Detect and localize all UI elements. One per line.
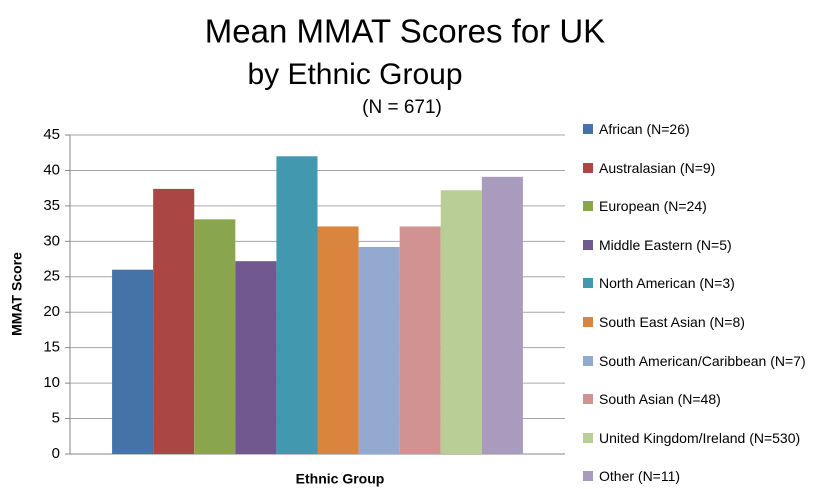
legend-swatch [583,162,593,173]
y-tick-label: 15 [43,339,60,356]
y-tick-label: 30 [43,232,60,249]
legend-label: United Kingdom/Ireland (N=530) [599,429,801,446]
chart-subtitle: (N = 671) [362,97,442,118]
y-tick-label: 20 [43,303,60,320]
legend-swatch [583,355,593,366]
legend-label: Australasian (N=9) [599,159,716,176]
bar [194,219,236,454]
bar [235,261,277,454]
legend-swatch [583,239,593,250]
bar [358,247,400,454]
y-tick-label: 35 [43,197,60,214]
bar [399,226,441,454]
legend-swatch [583,278,593,289]
legend-swatch [583,317,593,327]
chart-title: by Ethnic Group [247,58,462,91]
bar [276,156,318,454]
bar [440,190,482,454]
y-tick-label: 10 [43,374,60,391]
y-tick-label: 0 [52,445,60,462]
legend-label: European (N=24) [599,198,707,215]
bar [481,176,523,454]
x-axis-label: Ethnic Group [296,471,385,487]
legend-swatch [583,124,593,134]
legend-label: Middle Eastern (N=5) [599,236,732,253]
chart-title: Mean MMAT Scores for UK [205,13,605,50]
legend-label: Other (N=11) [599,468,681,485]
legend-label: African (N=26) [599,121,690,137]
legend-label: North American (N=3) [599,275,735,292]
legend-swatch [583,394,593,405]
y-axis-label: MMAT Score [9,252,25,336]
legend-swatch [583,201,593,212]
legend-label: South East Asian (N=8) [599,314,745,330]
y-tick-label: 25 [43,268,60,285]
legend-label: South American/Caribbean (N=7) [599,352,806,369]
bar [317,226,359,454]
bar [112,269,154,454]
bar [153,188,195,454]
legend-swatch [583,432,593,443]
legend-label: South Asian (N=48) [599,391,721,408]
y-tick-label: 40 [43,161,60,178]
y-tick-label: 5 [52,410,60,427]
y-tick-label: 45 [43,126,60,143]
legend-swatch [583,471,593,482]
